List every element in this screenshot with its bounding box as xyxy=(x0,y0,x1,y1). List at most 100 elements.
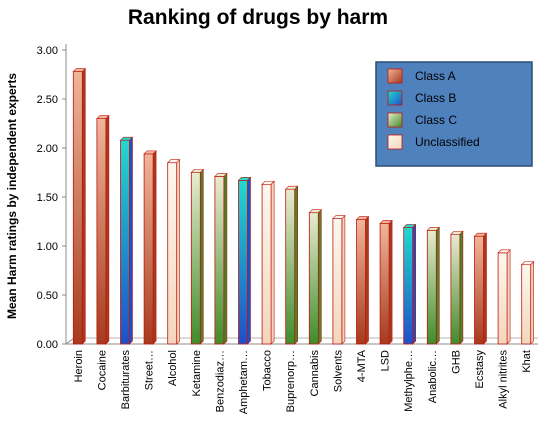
x-tick-label: Cocaine xyxy=(96,350,108,390)
x-tick-label: Anabolic… xyxy=(427,350,439,403)
bars xyxy=(72,67,535,345)
bar-side xyxy=(365,215,369,345)
bar-top xyxy=(402,224,417,228)
x-tick-label: Heroin xyxy=(73,350,85,382)
legend-swatch xyxy=(387,112,403,128)
legend-label: Unclassified xyxy=(415,135,480,149)
bar-side xyxy=(530,260,535,345)
bar-heroin xyxy=(72,67,87,345)
bar-front xyxy=(450,233,461,345)
legend-item-class-c: Class C xyxy=(387,112,457,128)
bar-top xyxy=(166,159,181,163)
x-tick-label: Khat xyxy=(521,350,533,373)
bar-side xyxy=(317,208,322,345)
bar-solvents xyxy=(332,214,346,345)
bar-top xyxy=(473,232,488,237)
bar-front xyxy=(403,226,414,345)
bar-methylphe xyxy=(402,223,417,345)
bar-street xyxy=(143,150,157,345)
bar-side xyxy=(294,185,299,345)
x-tick-label: Ketamine xyxy=(191,350,203,396)
bar-side xyxy=(341,214,346,345)
bar-top xyxy=(355,216,370,220)
x-tick-label: Benzodiaz… xyxy=(214,350,226,412)
x-categories: Heroin Cocaine Barbiturates Street… Alcohol K… xyxy=(73,349,533,414)
bar-side xyxy=(223,172,228,345)
bar-top xyxy=(143,150,157,155)
y-tick-label: 0.00 xyxy=(37,339,58,351)
x-tick-label: GHB xyxy=(450,350,462,374)
bar-side xyxy=(270,180,275,345)
bar-buprenorp xyxy=(284,185,299,345)
bar-top xyxy=(426,227,441,231)
legend-item-unclassified: Unclassified xyxy=(387,134,480,150)
bar-alkyl-nitrites xyxy=(497,249,511,345)
bar-ghb xyxy=(450,230,464,345)
bar-top xyxy=(237,177,252,181)
y-tick-label: 2.50 xyxy=(37,94,58,106)
bar-side xyxy=(459,230,464,345)
bar-top xyxy=(72,68,87,72)
bar-side xyxy=(82,67,86,345)
bar-front xyxy=(379,223,390,345)
y-tick-label: 1.00 xyxy=(37,241,58,253)
x-tick-label: 4-MTA xyxy=(356,349,368,382)
x-tick-label: Street… xyxy=(144,350,156,390)
bar-side xyxy=(176,158,180,345)
bar-top xyxy=(308,209,323,213)
chart-title: Ranking of drugs by harm xyxy=(128,6,388,29)
bar-top xyxy=(450,230,464,235)
bar-top xyxy=(332,215,346,219)
x-tick-label: LSD xyxy=(380,350,392,371)
bar-front xyxy=(285,188,296,345)
bar-front xyxy=(426,229,437,345)
bar-front xyxy=(356,219,366,345)
bar-khat xyxy=(520,260,535,345)
x-tick-label: Solvents xyxy=(332,350,344,393)
bar-top xyxy=(261,180,275,185)
y-tick-label: 2.00 xyxy=(37,143,58,155)
bar-cocaine xyxy=(96,114,110,345)
bar-tobacco xyxy=(261,180,275,345)
legend-label: Class A xyxy=(415,69,456,83)
bar-barbiturates xyxy=(119,136,134,345)
bar-front xyxy=(72,71,83,345)
bar-top xyxy=(119,136,134,141)
bar-side xyxy=(388,219,393,345)
legend-label: Class C xyxy=(415,113,457,127)
y-ticks: 0.00 0.50 1.00 1.50 2.00 2.50 3.00 xyxy=(37,45,66,351)
bar-front xyxy=(308,212,319,345)
x-tick-label: Barbiturates xyxy=(120,350,132,410)
legend: Class A Class B Class C Unclassified xyxy=(375,61,533,167)
bar-side xyxy=(506,249,511,345)
bar-top xyxy=(96,115,110,119)
y-tick-label: 1.50 xyxy=(37,192,58,204)
legend-item-class-a: Class A xyxy=(387,68,456,84)
x-tick-label: Alcohol xyxy=(167,350,179,386)
bar-ecstasy xyxy=(473,232,488,345)
bar-4-mta xyxy=(355,215,370,345)
x-tick-label: Tobacco xyxy=(262,350,274,391)
bar-front xyxy=(521,264,532,345)
bar-top xyxy=(284,185,299,190)
x-tick-label: Cannabis xyxy=(309,350,321,397)
bar-top xyxy=(379,220,393,224)
bar-amphetam xyxy=(237,176,252,345)
x-tick-label: Alkyl nitrites xyxy=(498,350,510,409)
bar-side xyxy=(483,232,487,345)
legend-swatch xyxy=(387,90,403,106)
bar-side xyxy=(129,136,133,345)
bar-front xyxy=(238,179,248,345)
legend-swatch xyxy=(387,68,403,84)
bar-benzodiaz xyxy=(214,172,228,345)
bar-front xyxy=(261,183,272,345)
bar-front xyxy=(120,139,130,345)
x-tick-label: Amphetam… xyxy=(238,350,250,414)
bar-top xyxy=(520,261,535,265)
bar-side xyxy=(412,223,417,345)
bar-top xyxy=(214,173,228,177)
bar-front xyxy=(332,218,343,345)
y-tick-label: 0.50 xyxy=(37,290,58,302)
bar-front xyxy=(167,162,178,345)
